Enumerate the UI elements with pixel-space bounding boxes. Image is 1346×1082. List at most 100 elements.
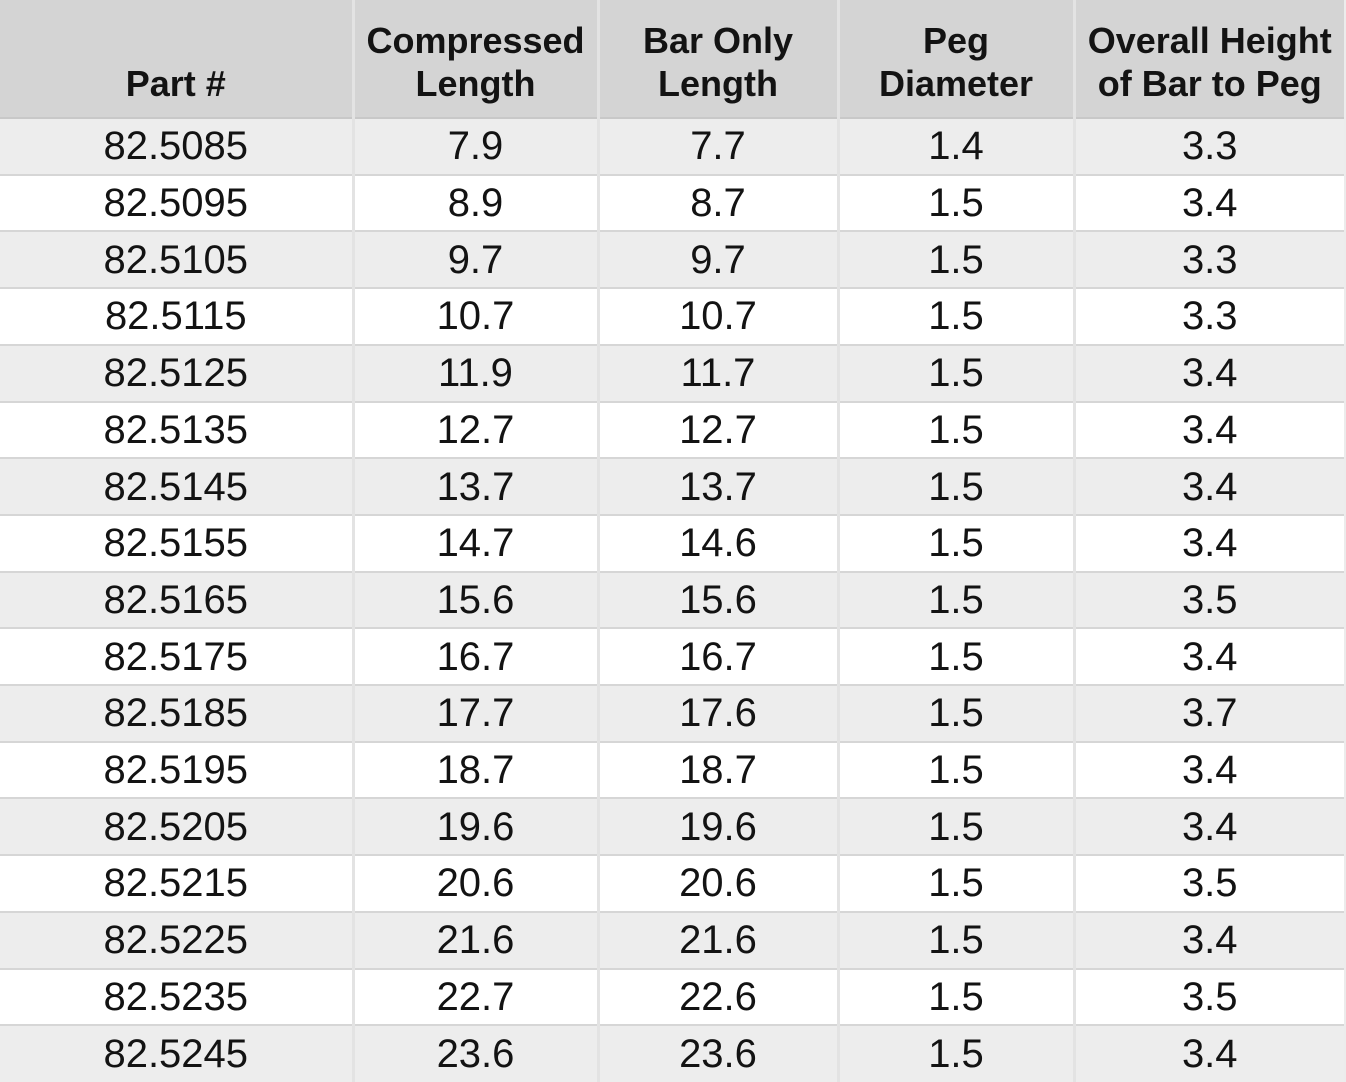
cell-overall-height: 3.5 [1072,854,1346,912]
cell-part-number: 82.5215 [0,854,353,912]
header-row: Part # Compressed Length Bar Only Length… [0,0,1346,118]
cell-compressed-length: 16.7 [351,627,598,686]
cell-overall-height: 3.3 [1072,230,1346,289]
column-header-peg-diameter: Peg Diameter [836,0,1074,118]
cell-compressed-length: 10.7 [351,287,598,345]
cell-peg-diameter: 1.5 [836,570,1074,629]
cell-compressed-length: 14.7 [351,513,598,572]
cell-overall-height: 3.4 [1072,343,1346,402]
cell-overall-height: 3.4 [1072,400,1346,459]
cell-overall-height: 3.4 [1072,173,1346,232]
cell-overall-height: 3.4 [1072,740,1346,799]
cell-bar-only-length: 12.7 [596,400,838,459]
cell-peg-diameter: 1.5 [836,230,1074,289]
cell-bar-only-length: 9.7 [596,230,838,289]
table-row: 82.5105 9.7 9.7 1.5 3.3 [0,230,1346,289]
cell-overall-height: 3.3 [1072,287,1346,345]
cell-overall-height: 3.4 [1072,627,1346,686]
cell-compressed-length: 9.7 [351,230,598,289]
cell-compressed-length: 22.7 [351,967,598,1026]
cell-overall-height: 3.5 [1072,570,1346,629]
table-row: 82.5115 10.7 10.7 1.5 3.3 [0,287,1346,345]
cell-part-number: 82.5155 [0,513,353,572]
cell-compressed-length: 8.9 [351,173,598,232]
cell-peg-diameter: 1.5 [836,854,1074,912]
cell-bar-only-length: 23.6 [596,1024,838,1082]
cell-part-number: 82.5085 [0,117,353,175]
table-row: 82.5175 16.7 16.7 1.5 3.4 [0,627,1346,686]
cell-bar-only-length: 19.6 [596,797,838,856]
cell-bar-only-length: 18.7 [596,740,838,799]
table-row: 82.5125 11.9 11.7 1.5 3.4 [0,343,1346,402]
cell-peg-diameter: 1.5 [836,1024,1074,1082]
cell-part-number: 82.5145 [0,457,353,515]
cell-compressed-length: 15.6 [351,570,598,629]
cell-overall-height: 3.4 [1072,513,1346,572]
cell-bar-only-length: 16.7 [596,627,838,686]
table-row: 82.5195 18.7 18.7 1.5 3.4 [0,740,1346,799]
cell-compressed-length: 20.6 [351,854,598,912]
cell-peg-diameter: 1.5 [836,627,1074,686]
cell-part-number: 82.5235 [0,967,353,1026]
table-row: 82.5245 23.6 23.6 1.5 3.4 [0,1024,1346,1082]
cell-part-number: 82.5105 [0,230,353,289]
cell-compressed-length: 17.7 [351,684,598,742]
cell-part-number: 82.5245 [0,1024,353,1082]
cell-compressed-length: 7.9 [351,117,598,175]
cell-bar-only-length: 14.6 [596,513,838,572]
cell-peg-diameter: 1.4 [836,117,1074,175]
table-row: 82.5205 19.6 19.6 1.5 3.4 [0,797,1346,856]
table-row: 82.5145 13.7 13.7 1.5 3.4 [0,457,1346,515]
cell-bar-only-length: 10.7 [596,287,838,345]
cell-part-number: 82.5165 [0,570,353,629]
cell-compressed-length: 18.7 [351,740,598,799]
cell-bar-only-length: 15.6 [596,570,838,629]
cell-peg-diameter: 1.5 [836,400,1074,459]
cell-peg-diameter: 1.5 [836,740,1074,799]
cell-peg-diameter: 1.5 [836,967,1074,1026]
cell-peg-diameter: 1.5 [836,173,1074,232]
cell-compressed-length: 11.9 [351,343,598,402]
cell-bar-only-length: 13.7 [596,457,838,515]
cell-peg-diameter: 1.5 [836,684,1074,742]
table-row: 82.5135 12.7 12.7 1.5 3.4 [0,400,1346,459]
cell-overall-height: 3.4 [1072,1024,1346,1082]
cell-part-number: 82.5115 [0,287,353,345]
cell-bar-only-length: 11.7 [596,343,838,402]
cell-bar-only-length: 21.6 [596,910,838,969]
cell-compressed-length: 12.7 [351,400,598,459]
cell-overall-height: 3.4 [1072,910,1346,969]
table-row: 82.5155 14.7 14.6 1.5 3.4 [0,513,1346,572]
cell-part-number: 82.5225 [0,910,353,969]
cell-peg-diameter: 1.5 [836,287,1074,345]
cell-overall-height: 3.4 [1072,797,1346,856]
cell-part-number: 82.5185 [0,684,353,742]
table-row: 82.5225 21.6 21.6 1.5 3.4 [0,910,1346,969]
column-header-compressed-length: Compressed Length [351,0,598,118]
cell-peg-diameter: 1.5 [836,457,1074,515]
cell-peg-diameter: 1.5 [836,343,1074,402]
cell-peg-diameter: 1.5 [836,797,1074,856]
table-row: 82.5095 8.9 8.7 1.5 3.4 [0,173,1346,232]
cell-compressed-length: 19.6 [351,797,598,856]
table-row: 82.5215 20.6 20.6 1.5 3.5 [0,854,1346,912]
cell-peg-diameter: 1.5 [836,513,1074,572]
cell-part-number: 82.5125 [0,343,353,402]
cell-part-number: 82.5135 [0,400,353,459]
cell-compressed-length: 23.6 [351,1024,598,1082]
cell-compressed-length: 21.6 [351,910,598,969]
cell-bar-only-length: 22.6 [596,967,838,1026]
cell-overall-height: 3.3 [1072,117,1346,175]
cell-overall-height: 3.4 [1072,457,1346,515]
cell-bar-only-length: 20.6 [596,854,838,912]
cell-part-number: 82.5205 [0,797,353,856]
table-row: 82.5085 7.9 7.7 1.4 3.3 [0,117,1346,175]
column-header-bar-only-length: Bar Only Length [596,0,838,118]
table-header: Part # Compressed Length Bar Only Length… [0,0,1346,118]
table-body: 82.5085 7.9 7.7 1.4 3.3 82.5095 8.9 8.7 1.5 3.4 82… [0,117,1346,1082]
cell-bar-only-length: 8.7 [596,173,838,232]
cell-bar-only-length: 17.6 [596,684,838,742]
cell-part-number: 82.5195 [0,740,353,799]
table-row: 82.5165 15.6 15.6 1.5 3.5 [0,570,1346,629]
